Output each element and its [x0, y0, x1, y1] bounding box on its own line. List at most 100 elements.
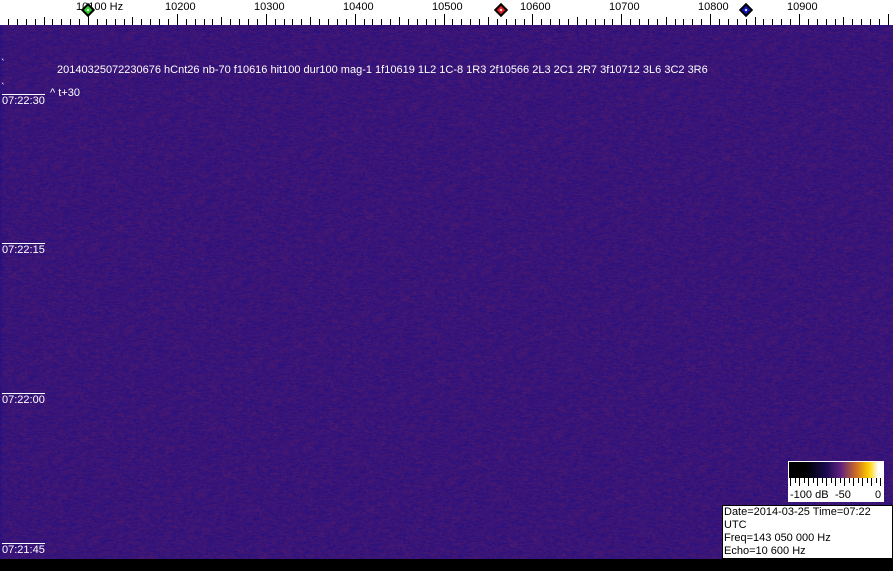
axis-tick [26, 19, 27, 25]
axis-tick [692, 19, 693, 25]
axis-tick [444, 14, 445, 25]
offset-marker-tick: ` [1, 82, 5, 94]
colorbar-tick [853, 478, 854, 486]
axis-tick [52, 19, 53, 25]
colorbar-tick [830, 478, 832, 483]
event-marker-tick: ` [1, 58, 5, 70]
axis-tick [746, 19, 747, 25]
axis-tick [204, 19, 205, 25]
axis-tick [70, 19, 71, 25]
axis-tick [879, 19, 880, 25]
time-label: 07:22:30 [2, 94, 45, 107]
axis-tick [675, 19, 676, 25]
axis-tick [515, 19, 516, 25]
axis-tick [284, 19, 285, 25]
colorbar-tick [799, 478, 800, 486]
axis-tick [604, 19, 605, 25]
axis-tick [621, 14, 622, 25]
colorbar-tick [857, 478, 859, 483]
axis-tick [710, 14, 711, 25]
axis-tick [524, 19, 525, 25]
colorbar-tick [839, 478, 841, 483]
axis-tick [8, 19, 9, 25]
colorbar-tick [794, 478, 796, 483]
colorbar-label-min: -100 dB [790, 489, 829, 501]
axis-tick [61, 19, 62, 25]
axis-tick [452, 19, 453, 25]
axis-tick [559, 19, 560, 25]
axis-tick [319, 19, 320, 25]
axis-tick [381, 19, 382, 25]
axis-tick [595, 19, 596, 25]
waterfall-spectrogram[interactable] [0, 25, 893, 559]
colorbar-tick [803, 478, 805, 483]
axis-tick [106, 19, 107, 25]
colorbar-legend: -100 dB -50 0 [788, 461, 884, 502]
colorbar-tick [866, 478, 868, 483]
colorbar-gradient [789, 462, 883, 478]
axis-tick [301, 19, 302, 25]
axis-tick [648, 19, 649, 25]
axis-tick [79, 19, 80, 25]
frequency-tick-label: 10300 [254, 1, 285, 13]
axis-tick [328, 19, 329, 25]
colorbar-tick [808, 478, 809, 486]
colorbar-tick [871, 478, 872, 486]
axis-tick [630, 19, 631, 25]
info-date-time: Date=2014-03-25 Time=07:22 UTC [724, 506, 871, 531]
axis-tick [683, 19, 684, 25]
axis-tick [150, 19, 151, 25]
frequency-tick-label: 10700 [609, 1, 640, 13]
axis-tick [532, 14, 533, 25]
axis-tick [852, 19, 853, 25]
colorbar-tick [835, 478, 836, 486]
axis-tick [719, 19, 720, 25]
axis-tick [488, 17, 489, 25]
colorbar-tick [821, 478, 823, 483]
colorbar-tick [875, 478, 877, 483]
axis-tick [88, 14, 89, 25]
axis-tick [346, 19, 347, 25]
frequency-marker-icon[interactable] [738, 2, 754, 18]
axis-tick [479, 19, 480, 25]
axis-tick [835, 19, 836, 25]
axis-tick [586, 19, 587, 25]
colorbar-tick [848, 478, 850, 483]
colorbar-tick [826, 478, 827, 486]
axis-tick [701, 19, 702, 25]
axis-tick [115, 19, 116, 25]
axis-tick [541, 19, 542, 25]
axis-tick [817, 19, 818, 25]
axis-tick [44, 17, 45, 25]
frequency-tick-label: 10600 [520, 1, 551, 13]
frequency-axis: 10100 Hz 10200 10300 10400 10500 10600 10700 10… [0, 0, 893, 25]
axis-tick [426, 19, 427, 25]
colorbar-tick [817, 478, 818, 486]
axis-tick [728, 19, 729, 25]
axis-tick [755, 17, 756, 25]
axis-tick [550, 19, 551, 25]
time-label: 07:22:00 [2, 393, 45, 406]
colorbar-tick [880, 478, 881, 486]
info-echo: Echo=10 600 Hz [724, 545, 806, 557]
axis-tick [337, 19, 338, 25]
axis-tick [35, 19, 36, 25]
axis-tick [239, 19, 240, 25]
colorbar-tick [862, 478, 863, 486]
axis-tick [159, 19, 160, 25]
colorbar-label-mid: -50 [835, 489, 851, 501]
axis-tick [212, 19, 213, 25]
time-label: 07:21:45 [2, 543, 45, 556]
axis-tick [292, 19, 293, 25]
colorbar-tick [790, 478, 791, 486]
axis-tick [372, 19, 373, 25]
axis-tick [737, 19, 738, 25]
axis-tick [763, 19, 764, 25]
info-station: SVAKOV-R3 [724, 558, 786, 570]
axis-tick [124, 19, 125, 25]
frequency-marker-icon[interactable] [493, 2, 509, 18]
axis-tick [772, 19, 773, 25]
axis-tick [17, 19, 18, 25]
axis-tick [497, 19, 498, 25]
axis-tick [97, 19, 98, 25]
